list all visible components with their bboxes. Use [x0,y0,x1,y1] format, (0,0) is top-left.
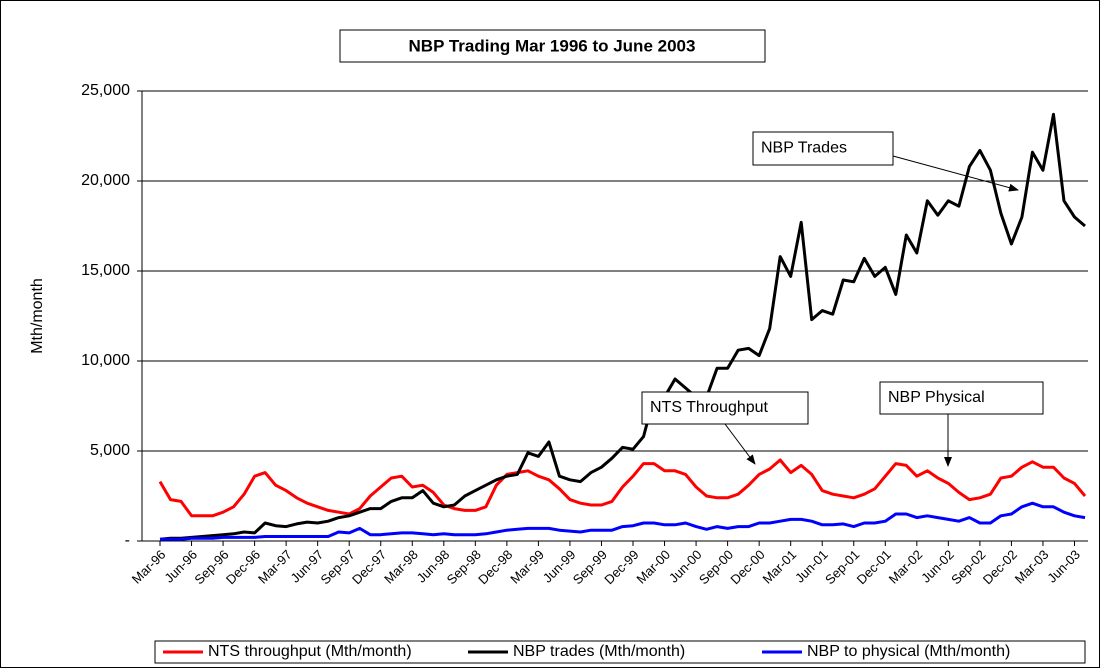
y-tick-label: 15,000 [81,262,130,279]
annotation-box [752,131,894,166]
series-line [158,458,1087,518]
annotation: NTS Throughput [650,399,769,416]
legend [154,640,1086,664]
annotation-arrow [892,155,1019,192]
legend-label: NBP to physical (Mth/month) [807,643,1010,660]
y-tick-label: 20,000 [81,172,130,189]
y-axis-label: Mth/month [29,278,46,354]
annotation: NBP Physical [888,389,985,406]
annotation-box [879,381,1044,415]
series-line [160,501,1086,541]
y-tick-label: 25,000 [81,82,130,99]
annotation-arrow [724,423,756,465]
y-tick-label: 5,000 [90,442,130,459]
y-tick-label: - [125,532,130,549]
chart-title: NBP Trading Mar 1996 to June 2003 [409,36,696,55]
title-box [339,29,766,63]
legend-label: NBP trades (Mth/month) [513,643,685,660]
legend-label: NTS throughput (Mth/month) [208,643,412,660]
y-tick-label: 10,000 [81,352,130,369]
annotation: NBP Trades [761,140,847,157]
series-line [159,112,1086,541]
